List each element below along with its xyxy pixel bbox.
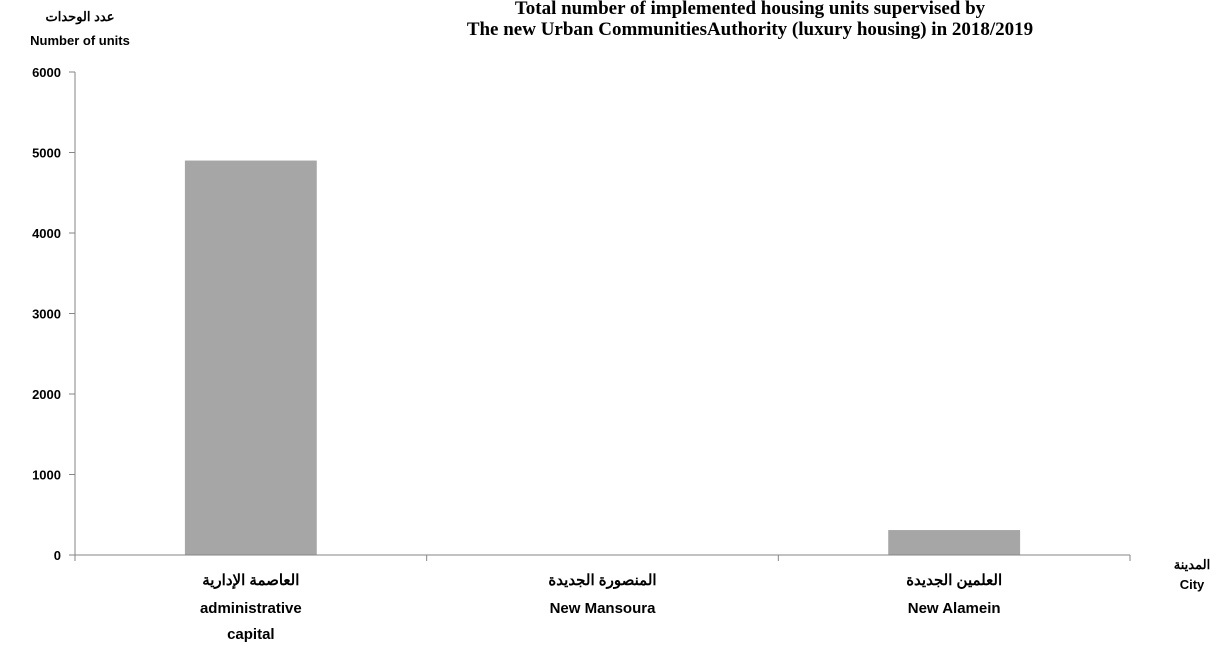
y-tick-label: 2000: [32, 387, 61, 402]
x-axis-categories: العاصمة الإدارية administrative capital الم…: [200, 572, 1002, 643]
bar: [888, 530, 1021, 555]
category-label-english: New Alamein: [908, 600, 1001, 617]
category-label-english: capital: [227, 626, 275, 643]
chart-title: Total number of implemented housing unit…: [467, 0, 1033, 40]
y-tick-label: 6000: [32, 65, 61, 80]
y-tick-label: 1000: [32, 468, 61, 483]
bar: [184, 160, 317, 556]
chart-title-line-2: The new Urban CommunitiesAuthority (luxu…: [467, 19, 1033, 40]
y-axis-title-english: Number of units: [30, 33, 130, 48]
x-axis-title-english: City: [1180, 577, 1205, 592]
category-label-arabic: المنصورة الجديدة: [548, 572, 656, 589]
y-tick-label: 4000: [32, 226, 61, 241]
category-label-english: New Mansoura: [550, 600, 657, 617]
y-axis-ticks: 0 1000 2000 3000 4000 5000 6000: [32, 65, 75, 563]
bars: [184, 160, 1021, 556]
category-label-arabic: العاصمة الإدارية: [202, 572, 299, 589]
axes: [74, 72, 1131, 561]
x-axis-title-arabic: المدينة: [1174, 557, 1210, 572]
y-tick-label: 0: [54, 548, 61, 563]
y-tick-label: 5000: [32, 146, 61, 161]
y-axis-title-arabic: عدد الوحدات: [46, 9, 115, 25]
category-label-english: administrative: [200, 600, 302, 617]
category-label-arabic: العلمين الجديدة: [906, 572, 1002, 589]
y-tick-label: 3000: [32, 307, 61, 322]
chart-title-line-1: Total number of implemented housing unit…: [515, 0, 986, 19]
